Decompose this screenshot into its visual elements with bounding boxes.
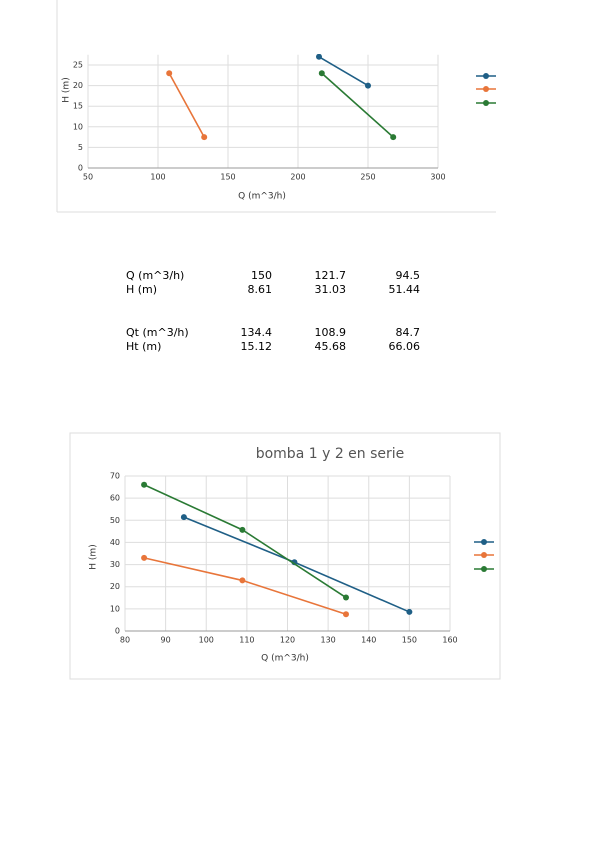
- y-tick-label: 20: [110, 582, 120, 591]
- x-tick-label: 130: [320, 636, 335, 645]
- data-point: [201, 134, 208, 141]
- data-point: [180, 514, 187, 521]
- y-tick-label: 25: [73, 61, 83, 70]
- table-value: 84.7: [396, 326, 421, 339]
- table-value: 31.03: [315, 283, 347, 296]
- x-tick-label: 90: [161, 636, 171, 645]
- table-value: 108.9: [315, 326, 347, 339]
- table-value: 121.7: [315, 269, 347, 282]
- y-tick-label: 20: [73, 81, 83, 90]
- table-value: 66.06: [389, 340, 421, 353]
- table-label: Qt (m^3/h): [126, 326, 189, 339]
- y-axis-label: H (m): [62, 77, 72, 102]
- table-value: 150: [251, 269, 272, 282]
- data-point: [343, 594, 349, 601]
- data-point: [390, 134, 397, 141]
- x-tick-label: 100: [199, 636, 214, 645]
- data-point: [239, 577, 246, 584]
- data-point: [141, 554, 148, 561]
- series-line: [321, 72, 394, 138]
- table-value: 51.44: [389, 283, 421, 296]
- y-tick-label: 40: [110, 538, 120, 547]
- data-point: [166, 70, 173, 77]
- y-tick-label: 70: [110, 472, 120, 481]
- y-tick-label: 5: [78, 143, 83, 152]
- x-tick-label: 100: [150, 173, 165, 182]
- table-label: H (m): [126, 283, 157, 296]
- x-tick-label: 50: [83, 173, 93, 182]
- y-tick-label: 0: [115, 627, 120, 636]
- y-axis-label: H (m): [89, 544, 99, 569]
- legend-marker: [483, 100, 489, 106]
- x-tick-label: 250: [360, 173, 375, 182]
- data-point: [316, 54, 322, 60]
- legend-marker: [481, 566, 487, 572]
- table-value: 134.4: [241, 326, 273, 339]
- series-line: [143, 557, 347, 616]
- table-value: 45.68: [315, 340, 347, 353]
- chart-frame: [69, 432, 501, 680]
- series-line: [318, 56, 369, 87]
- x-tick-label: 80: [120, 636, 130, 645]
- y-tick-label: 30: [110, 560, 120, 569]
- x-tick-label: 300: [430, 173, 445, 182]
- legend-marker: [483, 86, 489, 92]
- chart-title: bomba 1 y 2 en serie: [256, 446, 405, 462]
- table-label: Ht (m): [126, 340, 161, 353]
- table-label: Q (m^3/h): [126, 269, 184, 282]
- x-tick-label: 120: [280, 636, 295, 645]
- x-tick-label: 160: [442, 636, 457, 645]
- x-axis-label: Q (m^3/h): [238, 192, 286, 202]
- legend-marker: [481, 539, 487, 545]
- legend-marker: [481, 552, 487, 558]
- data-point: [239, 526, 246, 533]
- y-tick-label: 50: [110, 516, 120, 525]
- y-tick-label: 15: [73, 102, 83, 111]
- x-tick-label: 110: [239, 636, 254, 645]
- plot: [141, 481, 413, 618]
- data-point: [141, 481, 148, 488]
- x-tick-label: 140: [361, 636, 376, 645]
- legend-marker: [483, 73, 489, 79]
- x-axis-label: Q (m^3/h): [261, 654, 309, 664]
- data-point: [318, 70, 325, 77]
- plot: [166, 54, 397, 141]
- x-tick-label: 150: [402, 636, 417, 645]
- table-value: 94.5: [396, 269, 421, 282]
- series-line: [168, 72, 205, 138]
- table-value: 8.61: [248, 283, 273, 296]
- x-tick-label: 200: [290, 173, 305, 182]
- y-tick-label: 10: [73, 122, 83, 131]
- x-tick-label: 150: [220, 173, 235, 182]
- y-tick-label: 60: [110, 494, 120, 503]
- table-value: 15.12: [241, 340, 273, 353]
- data-point: [343, 611, 349, 618]
- data-point: [406, 608, 413, 615]
- data-point: [365, 82, 371, 89]
- y-tick-label: 0: [78, 164, 83, 173]
- y-tick-label: 10: [110, 604, 120, 613]
